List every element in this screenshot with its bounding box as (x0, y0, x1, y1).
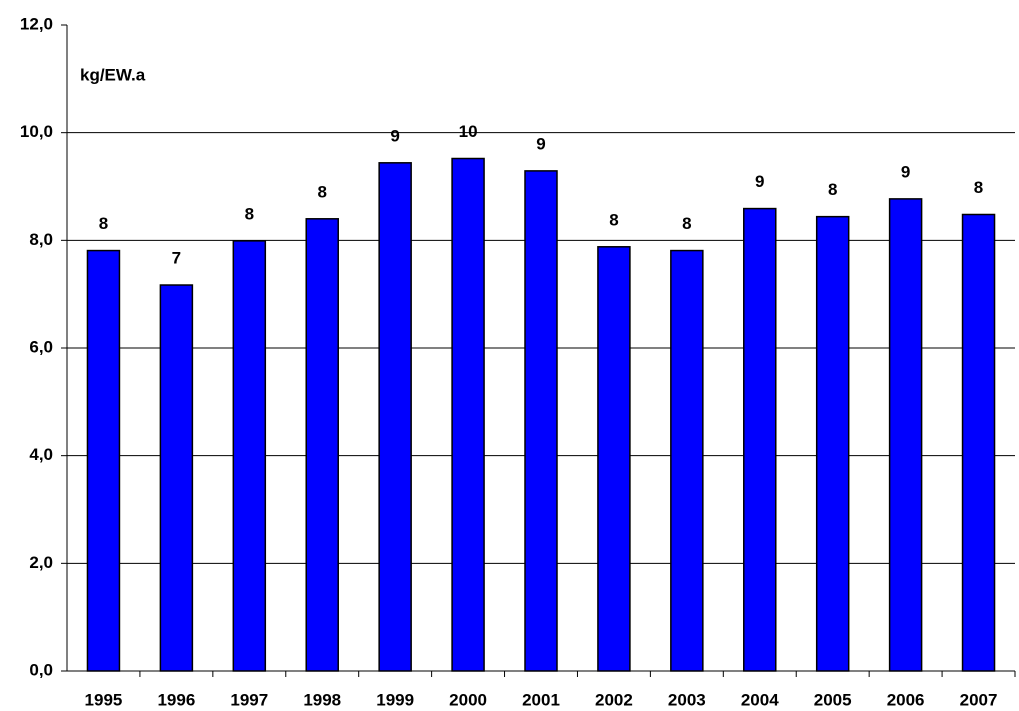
bar (815, 215, 850, 672)
bar (597, 246, 631, 672)
bar (743, 207, 777, 672)
data-label: 9 (390, 126, 399, 145)
x-tick-label: 1997 (230, 690, 268, 709)
x-tick-label: 1999 (376, 690, 414, 709)
y-tick-label: 10,0 (20, 122, 53, 141)
y-tick-label: 6,0 (29, 337, 53, 356)
x-tick-label: 2007 (960, 690, 998, 709)
x-tick-label: 2004 (741, 690, 779, 709)
data-label: 10 (459, 122, 478, 141)
x-tick-label: 1998 (303, 690, 341, 709)
y-tick-label: 8,0 (29, 230, 53, 249)
x-tick-label: 2003 (668, 690, 706, 709)
bar (159, 284, 194, 672)
data-label: 8 (828, 180, 837, 199)
y-tick-label: 0,0 (29, 660, 53, 679)
bar (961, 213, 996, 672)
bar (305, 218, 339, 672)
y-tick-label: 12,0 (20, 14, 53, 33)
x-tick-label: 2005 (814, 690, 852, 709)
bar (86, 249, 121, 672)
data-label: 8 (974, 178, 983, 197)
x-tick-label: 2006 (887, 690, 925, 709)
bar (451, 157, 485, 672)
bar (888, 198, 923, 672)
data-label: 8 (245, 204, 254, 223)
data-label: 7 (172, 248, 181, 267)
data-label: 8 (682, 214, 691, 233)
x-tick-label: 1995 (85, 690, 123, 709)
bar (232, 240, 267, 672)
data-label: 9 (755, 172, 764, 191)
x-tick-label: 2002 (595, 690, 633, 709)
data-label: 8 (99, 214, 108, 233)
unit-annotation: kg/EW.a (80, 65, 146, 84)
bar (378, 162, 412, 672)
data-label: 8 (609, 210, 618, 229)
x-tick-label: 2000 (449, 690, 487, 709)
data-label: 9 (901, 162, 910, 181)
x-tick-label: 2001 (522, 690, 560, 709)
bar (670, 249, 704, 672)
data-label: 8 (317, 182, 326, 201)
bar (524, 170, 558, 672)
y-tick-label: 4,0 (29, 445, 53, 464)
data-label: 9 (536, 134, 545, 153)
x-tick-label: 1996 (157, 690, 195, 709)
y-tick-label: 2,0 (29, 553, 53, 572)
